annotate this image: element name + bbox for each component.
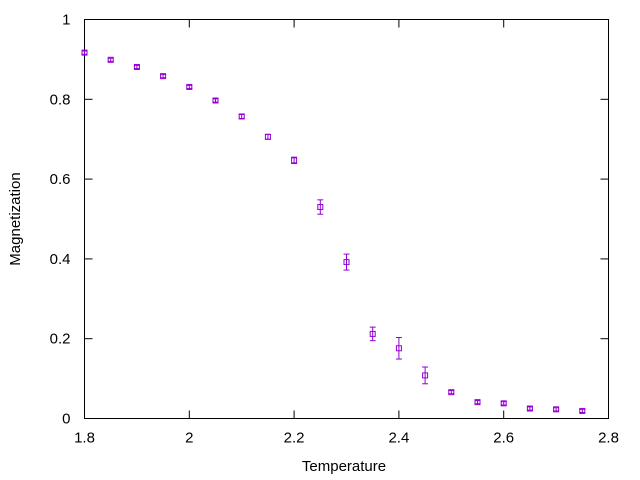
point-marker	[81, 49, 88, 56]
plot-frame	[84, 19, 609, 419]
point-marker	[395, 345, 402, 352]
y-tick-label: 0.6	[50, 171, 71, 188]
point-marker	[500, 400, 507, 407]
data-point	[160, 73, 167, 80]
x-tick-label: 2	[185, 430, 193, 447]
point-marker	[160, 73, 167, 80]
point-marker	[264, 133, 271, 140]
y-tick-label: 1	[62, 12, 70, 29]
point-marker	[553, 406, 560, 413]
y-tick-label: 0.2	[50, 331, 71, 348]
data-point	[395, 337, 402, 360]
data-point	[264, 133, 271, 140]
data-point	[448, 389, 455, 396]
point-marker	[579, 407, 586, 414]
point-marker	[107, 56, 114, 63]
data-point	[526, 405, 533, 412]
data-point	[107, 56, 114, 63]
data-point	[317, 199, 324, 215]
point-marker	[448, 389, 455, 396]
point-marker	[186, 83, 193, 90]
x-axis-label: Temperature	[302, 458, 386, 475]
y-axis-label: Magnetization	[7, 172, 24, 265]
point-marker	[317, 204, 324, 211]
data-points	[81, 49, 586, 414]
data-point	[343, 253, 350, 271]
axis-tick-labels: 1.8 2 2.2 2.4 2.6 2.8 0 0.2 0.4 0.6 0.8 1	[50, 12, 619, 447]
x-tick-label: 2.6	[493, 430, 514, 447]
y-tick-label: 0.4	[50, 251, 71, 268]
x-tick-label: 2.4	[388, 430, 409, 447]
data-point	[81, 49, 88, 56]
x-tick-label: 2.8	[598, 430, 619, 447]
point-marker	[133, 63, 140, 70]
x-tick-label: 2.2	[284, 430, 305, 447]
x-tick-label: 1.8	[74, 430, 95, 447]
data-point	[238, 113, 245, 120]
data-point	[212, 97, 219, 104]
point-marker	[526, 405, 533, 412]
y-tick-label: 0.8	[50, 91, 71, 108]
data-point	[553, 406, 560, 413]
point-marker	[343, 259, 350, 266]
axis-ticks	[84, 19, 609, 419]
point-marker	[422, 372, 429, 379]
data-point	[579, 407, 586, 414]
data-point	[291, 156, 298, 165]
data-point	[500, 400, 507, 407]
point-marker	[291, 157, 298, 164]
data-point	[369, 326, 376, 342]
point-marker	[238, 113, 245, 120]
data-point	[474, 399, 481, 406]
data-point	[133, 63, 140, 70]
point-marker	[369, 330, 376, 337]
data-point	[422, 366, 429, 385]
data-point	[186, 83, 193, 90]
point-marker	[212, 97, 219, 104]
y-tick-label: 0	[62, 411, 70, 428]
point-marker	[474, 399, 481, 406]
